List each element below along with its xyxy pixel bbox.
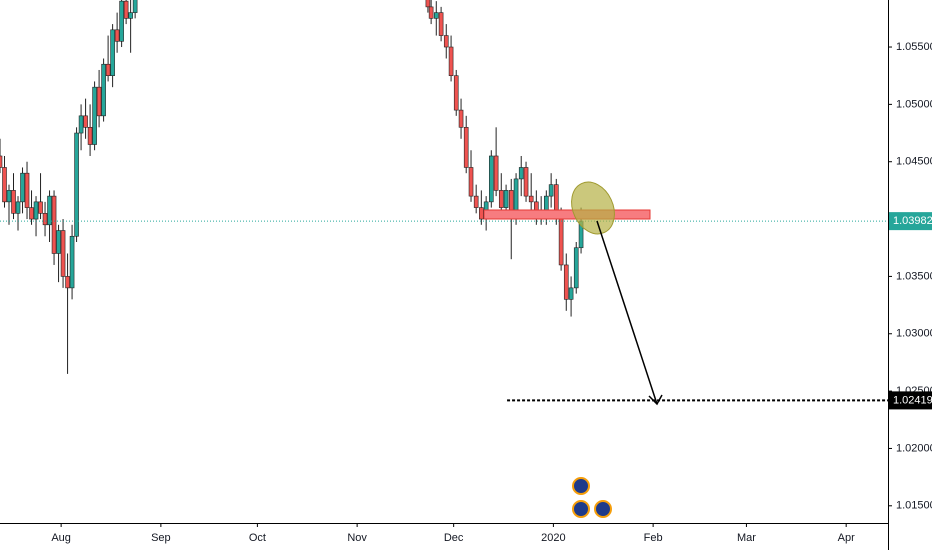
candles xyxy=(0,0,888,402)
candle-body xyxy=(38,201,43,214)
x-tick-label: Oct xyxy=(249,532,266,544)
candle-body xyxy=(518,167,524,180)
candle-body xyxy=(114,29,120,42)
candle-body xyxy=(83,115,88,128)
candle-body xyxy=(488,155,494,203)
event-icon[interactable] xyxy=(572,500,590,518)
resistance-zone[interactable] xyxy=(483,209,651,220)
candle-body xyxy=(528,195,534,203)
axes: 1.015001.020001.025001.030001.035001.040… xyxy=(51,41,932,544)
y-tick-label: 1.03500 xyxy=(896,270,932,282)
candle-body xyxy=(119,0,124,42)
candle-body xyxy=(33,201,39,220)
candle-body xyxy=(47,195,52,226)
candle-body xyxy=(428,6,434,19)
candle-body xyxy=(56,230,61,254)
x-tick-label: Apr xyxy=(838,532,855,544)
price-label-box xyxy=(889,391,932,410)
time-axis-bg xyxy=(0,523,932,550)
candle-body xyxy=(123,0,129,19)
candle-body xyxy=(105,63,111,76)
candle-body xyxy=(6,190,12,203)
x-tick-label: Aug xyxy=(51,532,71,544)
x-tick-label: 2020 xyxy=(541,532,565,544)
candle-body xyxy=(523,167,529,197)
event-icon[interactable] xyxy=(572,477,590,495)
candle-body xyxy=(548,184,554,197)
candle-body xyxy=(60,230,66,277)
candle-body xyxy=(498,190,504,208)
candle-body xyxy=(42,213,48,226)
candle-body xyxy=(563,264,569,300)
event-icons xyxy=(572,477,612,518)
x-tick-label: Mar xyxy=(737,532,756,544)
candle-body xyxy=(433,12,439,19)
price-axis-bg xyxy=(888,0,932,550)
y-tick-label: 1.01500 xyxy=(896,500,932,512)
candle-body xyxy=(473,195,479,208)
candle-body xyxy=(573,247,579,289)
candle-body xyxy=(65,276,70,289)
candle-body xyxy=(443,35,449,48)
candle-body xyxy=(468,167,474,197)
candle-body xyxy=(2,167,7,203)
candle-body xyxy=(568,287,574,300)
candle-body xyxy=(448,46,454,76)
x-tick-label: Nov xyxy=(347,532,367,544)
candle-body xyxy=(74,132,79,237)
y-tick-label: 1.05000 xyxy=(896,98,932,110)
y-tick-label: 1.04500 xyxy=(896,156,932,168)
trend-arrow[interactable] xyxy=(596,220,658,405)
candle-body xyxy=(110,29,115,76)
candle-body xyxy=(458,109,464,128)
event-icon[interactable] xyxy=(594,500,612,518)
y-tick-label: 1.02000 xyxy=(896,442,932,454)
candle-body xyxy=(438,12,444,36)
candle-body xyxy=(96,86,102,117)
candle-body xyxy=(503,190,509,208)
price-label: 1.02419 xyxy=(893,394,932,406)
candle-body xyxy=(87,127,93,145)
candle-body xyxy=(132,0,138,13)
candle-body xyxy=(425,0,431,8)
candle-body xyxy=(15,201,21,214)
arrow-head xyxy=(648,394,663,406)
candle-body xyxy=(453,75,459,111)
x-tick-label: Sep xyxy=(151,532,171,544)
candle-body xyxy=(29,207,34,220)
price-label: 1.03982 xyxy=(893,215,932,227)
candle-body xyxy=(479,207,484,220)
candle-body xyxy=(78,115,84,134)
x-tick-label: Dec xyxy=(444,532,464,544)
candle-body xyxy=(128,12,133,19)
candle-body xyxy=(69,235,75,289)
y-tick-label: 1.03000 xyxy=(896,328,932,340)
price-label-box xyxy=(889,212,932,231)
x-tick-label: Feb xyxy=(644,532,663,544)
candle-body xyxy=(558,218,564,266)
highlight-ellipse[interactable] xyxy=(563,175,622,241)
candle-body xyxy=(0,155,3,168)
candle-body xyxy=(463,127,469,168)
drawings xyxy=(483,175,663,406)
candle-body xyxy=(20,172,25,203)
y-tick-label: 1.05500 xyxy=(896,41,932,53)
candle-body xyxy=(92,86,97,145)
candle-body xyxy=(11,190,16,214)
candle-body xyxy=(101,63,106,117)
candle-body xyxy=(493,155,499,191)
candle-body xyxy=(51,195,57,254)
candle-body xyxy=(24,172,30,208)
